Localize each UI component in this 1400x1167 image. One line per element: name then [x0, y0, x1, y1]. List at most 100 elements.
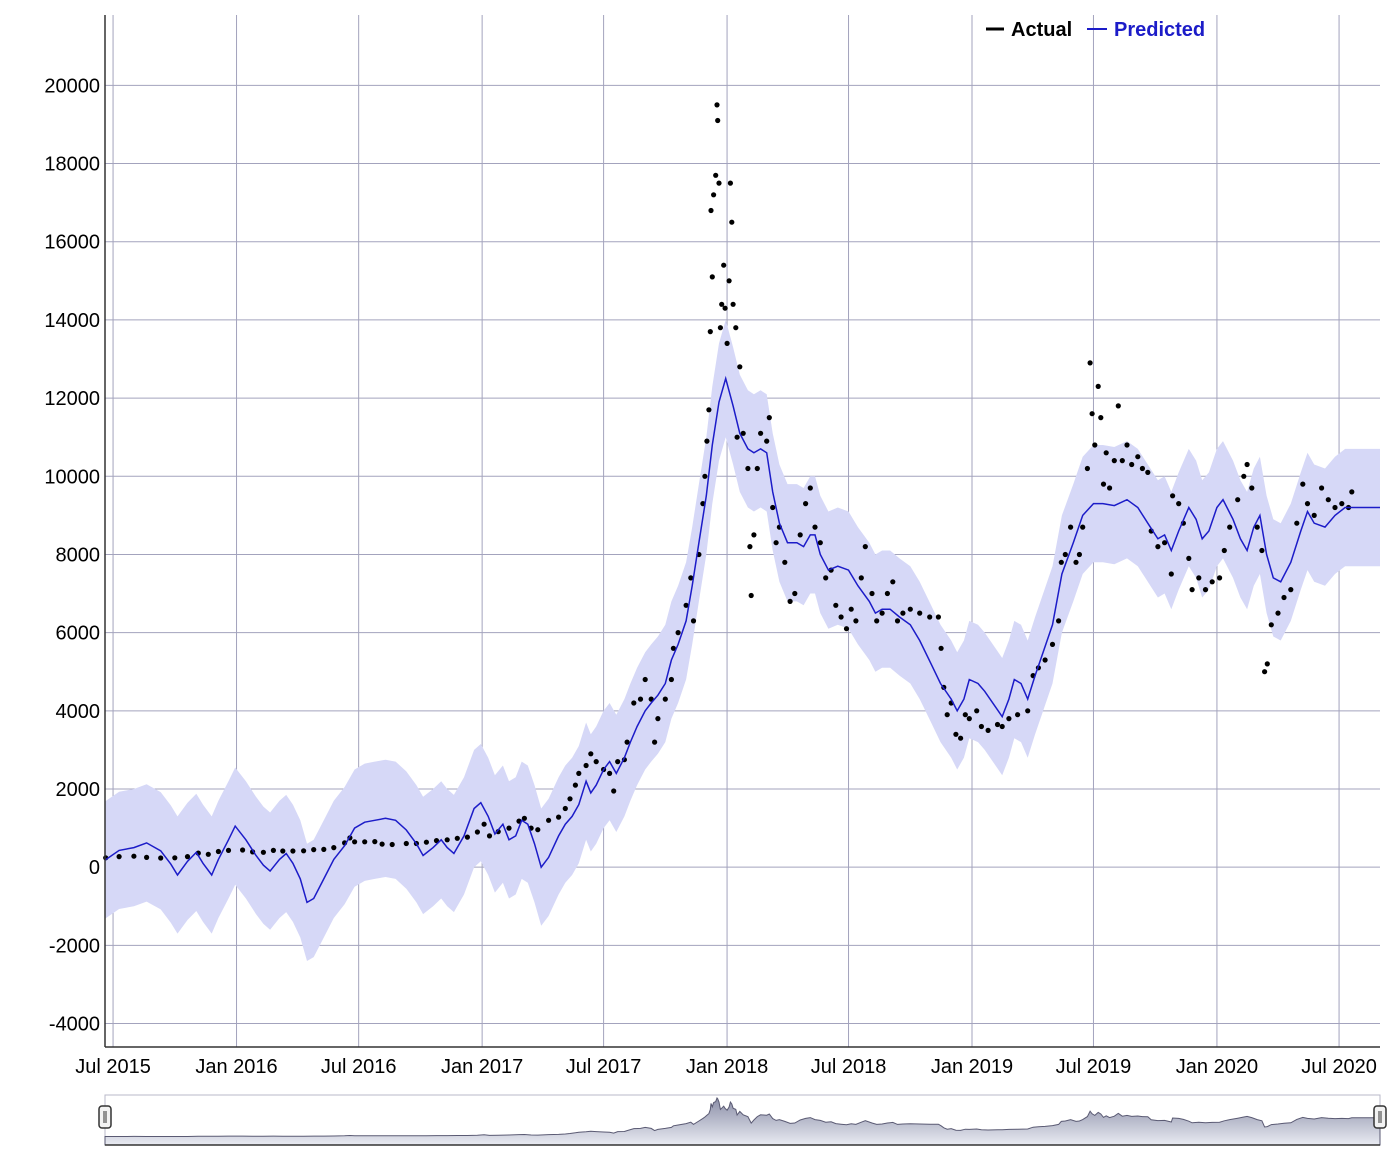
- actual-point: [615, 759, 621, 765]
- actual-point: [843, 626, 850, 632]
- actual-point: [953, 731, 959, 737]
- actual-point: [1139, 465, 1145, 472]
- actual-point: [754, 465, 760, 472]
- y-tick-label: 14000: [44, 310, 100, 332]
- actual-point: [637, 696, 644, 702]
- actual-point: [1262, 669, 1268, 675]
- range-navigator[interactable]: [98, 1094, 1387, 1146]
- actual-point: [1268, 622, 1274, 628]
- actual-point: [1049, 641, 1056, 648]
- actual-point: [172, 855, 178, 861]
- navigator-series: [104, 1097, 1381, 1146]
- y-tick-label: 10000: [44, 466, 100, 488]
- actual-point: [900, 610, 906, 616]
- actual-point: [999, 723, 1005, 730]
- actual-point: [974, 708, 980, 714]
- actual-point: [481, 821, 487, 827]
- actual-point: [1155, 544, 1161, 550]
- actual-point: [708, 207, 714, 214]
- navigator-left-handle[interactable]: [98, 1105, 112, 1129]
- navigator-right-handle[interactable]: [1373, 1105, 1387, 1129]
- actual-point: [521, 815, 528, 821]
- actual-point: [962, 712, 968, 718]
- y-tick-label: 6000: [56, 623, 101, 645]
- actual-point: [994, 721, 1001, 728]
- actual-point: [869, 590, 875, 597]
- actual-point: [884, 590, 891, 597]
- x-tick-label: Jul 2017: [566, 1056, 642, 1078]
- actual-point: [879, 610, 885, 616]
- actual-point: [729, 219, 735, 225]
- actual-point: [838, 614, 844, 620]
- actual-point: [1076, 551, 1082, 558]
- actual-point: [1186, 555, 1192, 562]
- actual-point: [1349, 489, 1355, 495]
- actual-point: [944, 712, 950, 718]
- legend-actual-label[interactable]: Actual: [1011, 19, 1072, 41]
- x-tick-label: Jan 2019: [931, 1056, 1013, 1078]
- actual-point: [572, 782, 579, 788]
- actual-point: [670, 645, 677, 651]
- x-tick-label: Jan 2016: [195, 1056, 277, 1078]
- actual-point: [858, 575, 864, 581]
- actual-point: [668, 676, 675, 683]
- actual-point: [1087, 360, 1093, 366]
- actual-point: [144, 854, 150, 861]
- actual-point: [567, 796, 573, 802]
- actual-point: [280, 848, 286, 854]
- actual-point: [1135, 454, 1141, 460]
- actual-point: [958, 735, 964, 741]
- actual-point: [688, 575, 694, 581]
- actual-point: [1084, 465, 1090, 472]
- actual-point: [1119, 458, 1125, 464]
- actual-point: [1162, 540, 1168, 546]
- x-tick-label: Jul 2015: [75, 1056, 151, 1078]
- y-tick-label: 8000: [56, 544, 101, 566]
- actual-point: [1254, 524, 1260, 530]
- actual-point: [716, 180, 722, 186]
- actual-point: [1202, 587, 1209, 593]
- actual-point: [894, 618, 901, 624]
- actual-point: [116, 854, 122, 860]
- actual-point: [372, 839, 378, 845]
- actual-point: [1124, 442, 1130, 448]
- actual-point: [1176, 501, 1182, 507]
- actual-point: [747, 544, 753, 550]
- actual-point: [556, 814, 562, 820]
- actual-point: [290, 848, 296, 854]
- actual-point: [726, 278, 732, 284]
- actual-point: [495, 829, 501, 835]
- actual-point: [978, 723, 985, 730]
- actual-point: [423, 839, 429, 845]
- actual-point: [1107, 485, 1113, 491]
- actual-point: [1062, 551, 1068, 558]
- y-tick-label: 16000: [44, 232, 100, 254]
- actual-point: [607, 770, 613, 777]
- actual-point: [652, 739, 658, 745]
- actual-point: [734, 434, 740, 440]
- actual-point: [1221, 547, 1227, 554]
- actual-point: [1319, 485, 1325, 491]
- actual-point: [1145, 469, 1151, 475]
- actual-point: [1111, 458, 1117, 464]
- y-tick-label: 4000: [56, 701, 101, 723]
- actual-point: [655, 716, 661, 722]
- actual-point: [433, 838, 440, 844]
- actual-point: [1168, 571, 1174, 577]
- actual-point: [1196, 575, 1202, 581]
- actual-point: [184, 854, 191, 860]
- legend-predicted-label[interactable]: Predicted: [1114, 19, 1205, 41]
- actual-point: [1300, 481, 1306, 487]
- actual-point: [764, 438, 770, 444]
- actual-point: [403, 840, 409, 847]
- legend[interactable]: Actual Predicted: [986, 19, 1205, 41]
- actual-point: [583, 762, 589, 769]
- actual-point: [1294, 520, 1300, 526]
- actual-point: [352, 839, 358, 845]
- actual-point: [721, 262, 727, 268]
- actual-point: [709, 274, 715, 280]
- actual-point: [311, 847, 317, 853]
- actual-point: [1241, 473, 1247, 479]
- actual-point: [225, 847, 232, 854]
- actual-point: [737, 364, 743, 370]
